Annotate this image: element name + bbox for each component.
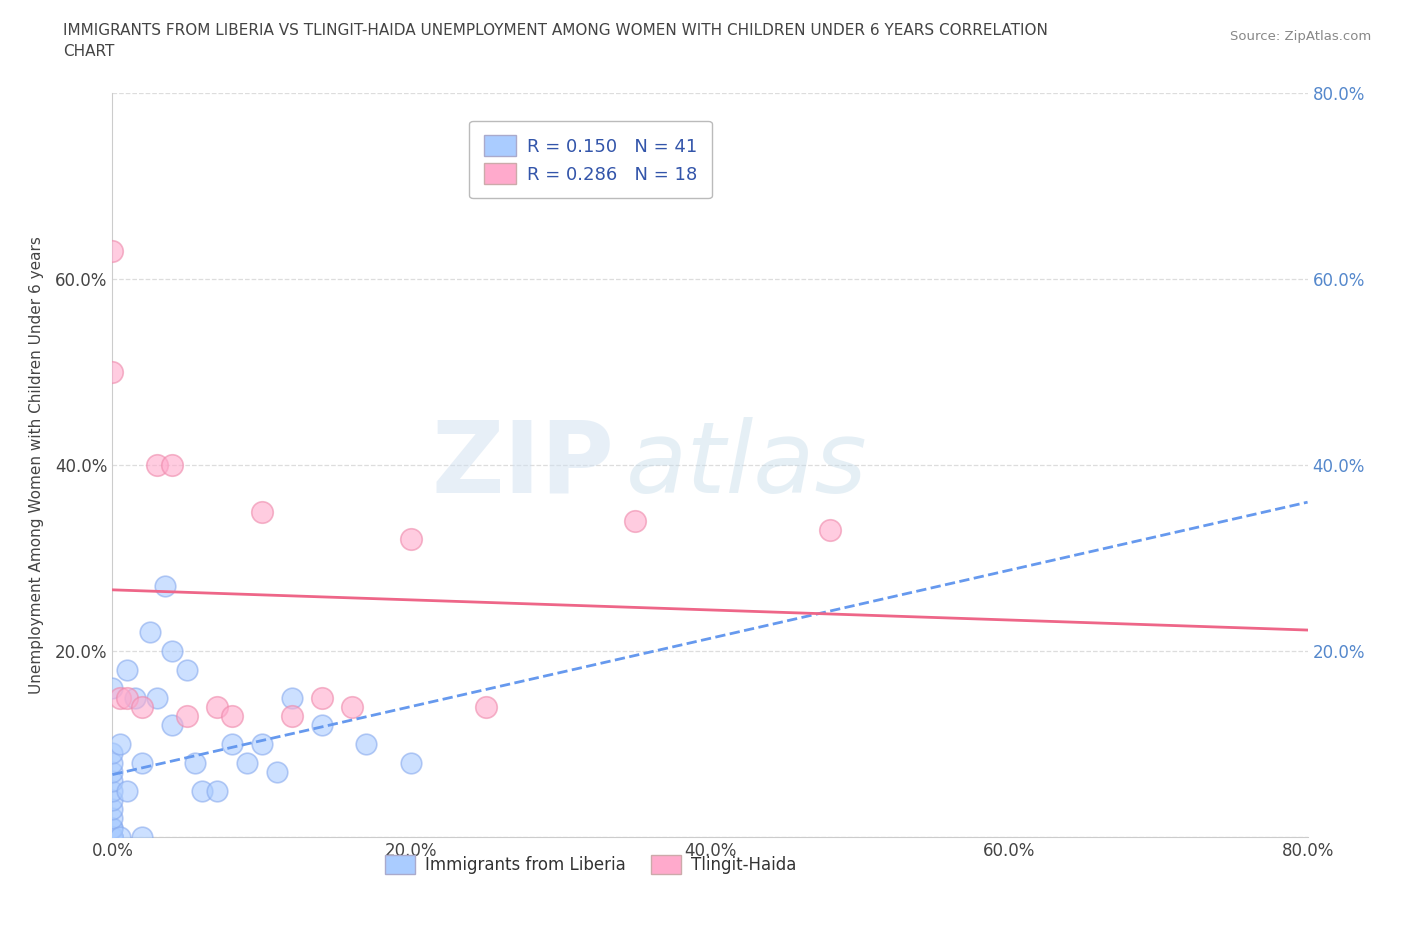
Point [221,709,243,724]
Point [108,737,131,751]
Point [117,690,139,705]
Point [146,458,169,472]
Point [101,764,124,779]
Point [205,699,228,714]
Text: atlas: atlas [627,417,868,513]
Point [101,783,124,798]
Point [101,792,124,807]
Point [101,681,124,696]
Point [131,830,153,844]
Point [176,709,198,724]
Point [131,755,153,770]
Text: IMMIGRANTS FROM LIBERIA VS TLINGIT-HAIDA UNEMPLOYMENT AMONG WOMEN WITH CHILDREN : IMMIGRANTS FROM LIBERIA VS TLINGIT-HAIDA… [63,23,1047,38]
Point [401,532,423,547]
Point [146,690,169,705]
Point [108,690,131,705]
Point [101,820,124,835]
Point [356,737,378,751]
Point [340,699,363,714]
Text: ZIP: ZIP [432,417,614,513]
Point [101,811,124,826]
Point [162,458,183,472]
Point [139,625,162,640]
Point [101,830,124,844]
Point [124,690,146,705]
Point [101,830,124,844]
Text: Source: ZipAtlas.com: Source: ZipAtlas.com [1230,30,1371,43]
Point [162,718,183,733]
Point [266,764,288,779]
Point [101,830,124,844]
Point [101,830,124,844]
Point [131,699,153,714]
Point [101,774,124,789]
Text: CHART: CHART [63,44,115,59]
Point [153,578,176,593]
Point [205,783,228,798]
Point [818,523,841,538]
Point [250,737,273,751]
Point [117,662,139,677]
Point [108,830,131,844]
Point [221,737,243,751]
Point [101,755,124,770]
Point [162,644,183,658]
Point [250,504,273,519]
Point [401,755,423,770]
Point [311,690,333,705]
Point [281,690,304,705]
Point [101,746,124,761]
Point [101,830,124,844]
Point [101,365,124,379]
Point [624,513,647,528]
Point [101,244,124,259]
Point [117,783,139,798]
Point [311,718,333,733]
Legend: Immigrants from Liberia, Tlingit-Haida: Immigrants from Liberia, Tlingit-Haida [378,848,803,881]
Point [236,755,259,770]
Point [101,802,124,817]
Y-axis label: Unemployment Among Women with Children Under 6 years: Unemployment Among Women with Children U… [30,236,44,694]
Point [475,699,498,714]
Point [191,783,214,798]
Point [176,662,198,677]
Point [101,830,124,844]
Point [101,820,124,835]
Point [281,709,304,724]
Point [183,755,205,770]
